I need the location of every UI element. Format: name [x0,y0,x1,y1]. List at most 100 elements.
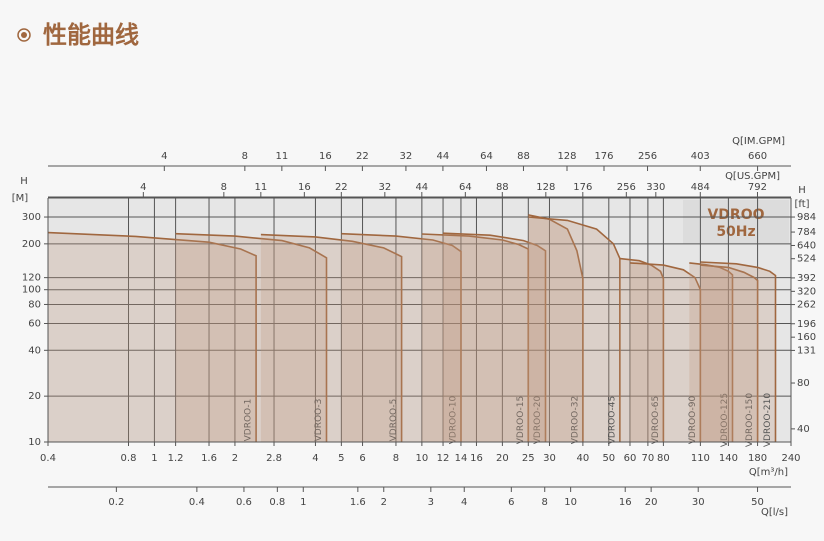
x-tick-label: 40 [577,453,590,464]
series-area [421,234,529,442]
ls-tick-label: 0.2 [108,497,124,508]
ls-tick-label: 1.6 [350,497,366,508]
series-area [48,232,257,442]
series-line [689,262,734,442]
series-area [260,234,402,442]
badge-freq: 50Hz [716,224,755,240]
ls-tick-label: 2 [381,497,387,508]
y-tick-label: 100 [22,285,41,296]
im-gpm-tick-label: 16 [319,151,332,162]
series-label: VDROO-90 [688,396,698,445]
x-tick-label: 0.8 [121,453,137,464]
x-tick-label: 4 [312,453,318,464]
series-area [630,262,701,442]
ls-tick-label: 0.8 [269,497,285,508]
y-tick-label: 200 [22,239,41,250]
y2-tick-label: 262 [797,300,816,311]
ls-tick-label: 30 [692,497,705,508]
x-tick-label: 20 [496,453,509,464]
ls-label: Q[l/s] [761,507,788,518]
x-tick-label: 5 [338,453,344,464]
y-label: [M] [12,193,29,204]
y2-tick-label: 392 [797,273,816,284]
series-area [619,258,664,442]
series-area [341,233,461,442]
x-tick-label: 110 [691,453,710,464]
series-line [700,261,777,442]
series-label: VDROO-32 [570,396,580,444]
y-tick-label: 10 [28,437,41,448]
y-tick-label: 300 [22,212,41,223]
y2-tick-label: 160 [797,332,816,343]
im-gpm-tick-label: 44 [437,151,450,162]
y2-tick-label: 80 [797,378,810,389]
series-label: VDROO-3 [314,399,324,442]
us-gpm-tick-label: 88 [496,182,509,193]
series-line [47,231,257,442]
series-line [629,262,702,442]
ls-tick-label: 50 [751,497,764,508]
im-gpm-tick-label: 660 [748,151,767,162]
x-tick-label: 0.4 [40,453,56,464]
x-tick-label: 30 [543,453,556,464]
us-gpm-tick-label: 44 [415,182,428,193]
series-area [528,217,620,442]
x-label: Q[m³/h] [749,467,788,478]
y2-tick-label: 640 [797,240,816,251]
series-area [443,233,546,442]
badge-model: VDROO [707,207,764,223]
x-tick-label: 60 [624,453,637,464]
series-label: VDROO-15 [516,396,526,444]
y2-label: [ft] [794,199,809,210]
us-gpm-tick-label: 8 [221,182,227,193]
x-tick-label: 240 [781,453,800,464]
x-tick-label: 25 [522,453,535,464]
grid-layer [47,198,792,443]
us-gpm-tick-label: 22 [335,182,348,193]
us-gpm-tick-label: 16 [298,182,311,193]
x-tick-label: 2.8 [266,453,282,464]
series-label: VDROO-20 [533,396,543,445]
y2-tick-label: 131 [797,345,816,356]
y2-tick-label: 984 [797,212,816,223]
us-gpm-tick-label: 176 [573,182,592,193]
series-line [619,257,665,442]
ls-tick-label: 6 [508,497,514,508]
x-tick-label: 1.2 [168,453,184,464]
im-gpm-tick-label: 64 [480,151,493,162]
ls-tick-label: 8 [542,497,548,508]
us-gpm-tick-label: 128 [536,182,555,193]
us-gpm-tick-label: 330 [646,182,665,193]
x-tick-label: 6 [359,453,365,464]
im-gpm-tick-label: 8 [242,151,248,162]
x-tick-label: 140 [719,453,738,464]
ls-tick-label: 10 [564,497,577,508]
im-gpm-tick-label: 11 [275,151,288,162]
series-label: VDROO-5 [389,399,399,442]
x-tick-label: 8 [393,453,399,464]
us-gpm-label: Q[US.GPM] [725,171,780,182]
axes-layer: 0.4 0.8 1 1.2 1.6 2 2.8 4 5 6 8 10 12 14 16 20 25 30 40 50 6… [22,151,816,508]
ls-tick-label: 3 [428,497,434,508]
series-label: VDROO-10 [448,396,458,445]
series-line [341,232,462,442]
series-area [175,233,327,442]
series-label: VDROO-125 [720,393,730,447]
x-tick-label: 180 [748,453,767,464]
x-tick-label: 10 [416,453,429,464]
series-line [260,233,403,442]
x-tick-label: 2 [232,453,238,464]
y-tick-label: 120 [22,273,41,284]
im-gpm-label: Q[IM.GPM] [732,136,785,147]
series-label: VDROO-1 [244,399,254,442]
x-tick-label: 1.6 [201,453,217,464]
y2-label-top: H [798,185,806,196]
im-gpm-tick-label: 22 [356,151,369,162]
im-gpm-tick-label: 32 [400,151,413,162]
chart-title: 性能曲线 [43,21,139,49]
series-area [700,262,776,442]
im-gpm-tick-label: 176 [594,151,613,162]
series-line [421,233,530,442]
us-gpm-tick-label: 32 [378,182,391,193]
